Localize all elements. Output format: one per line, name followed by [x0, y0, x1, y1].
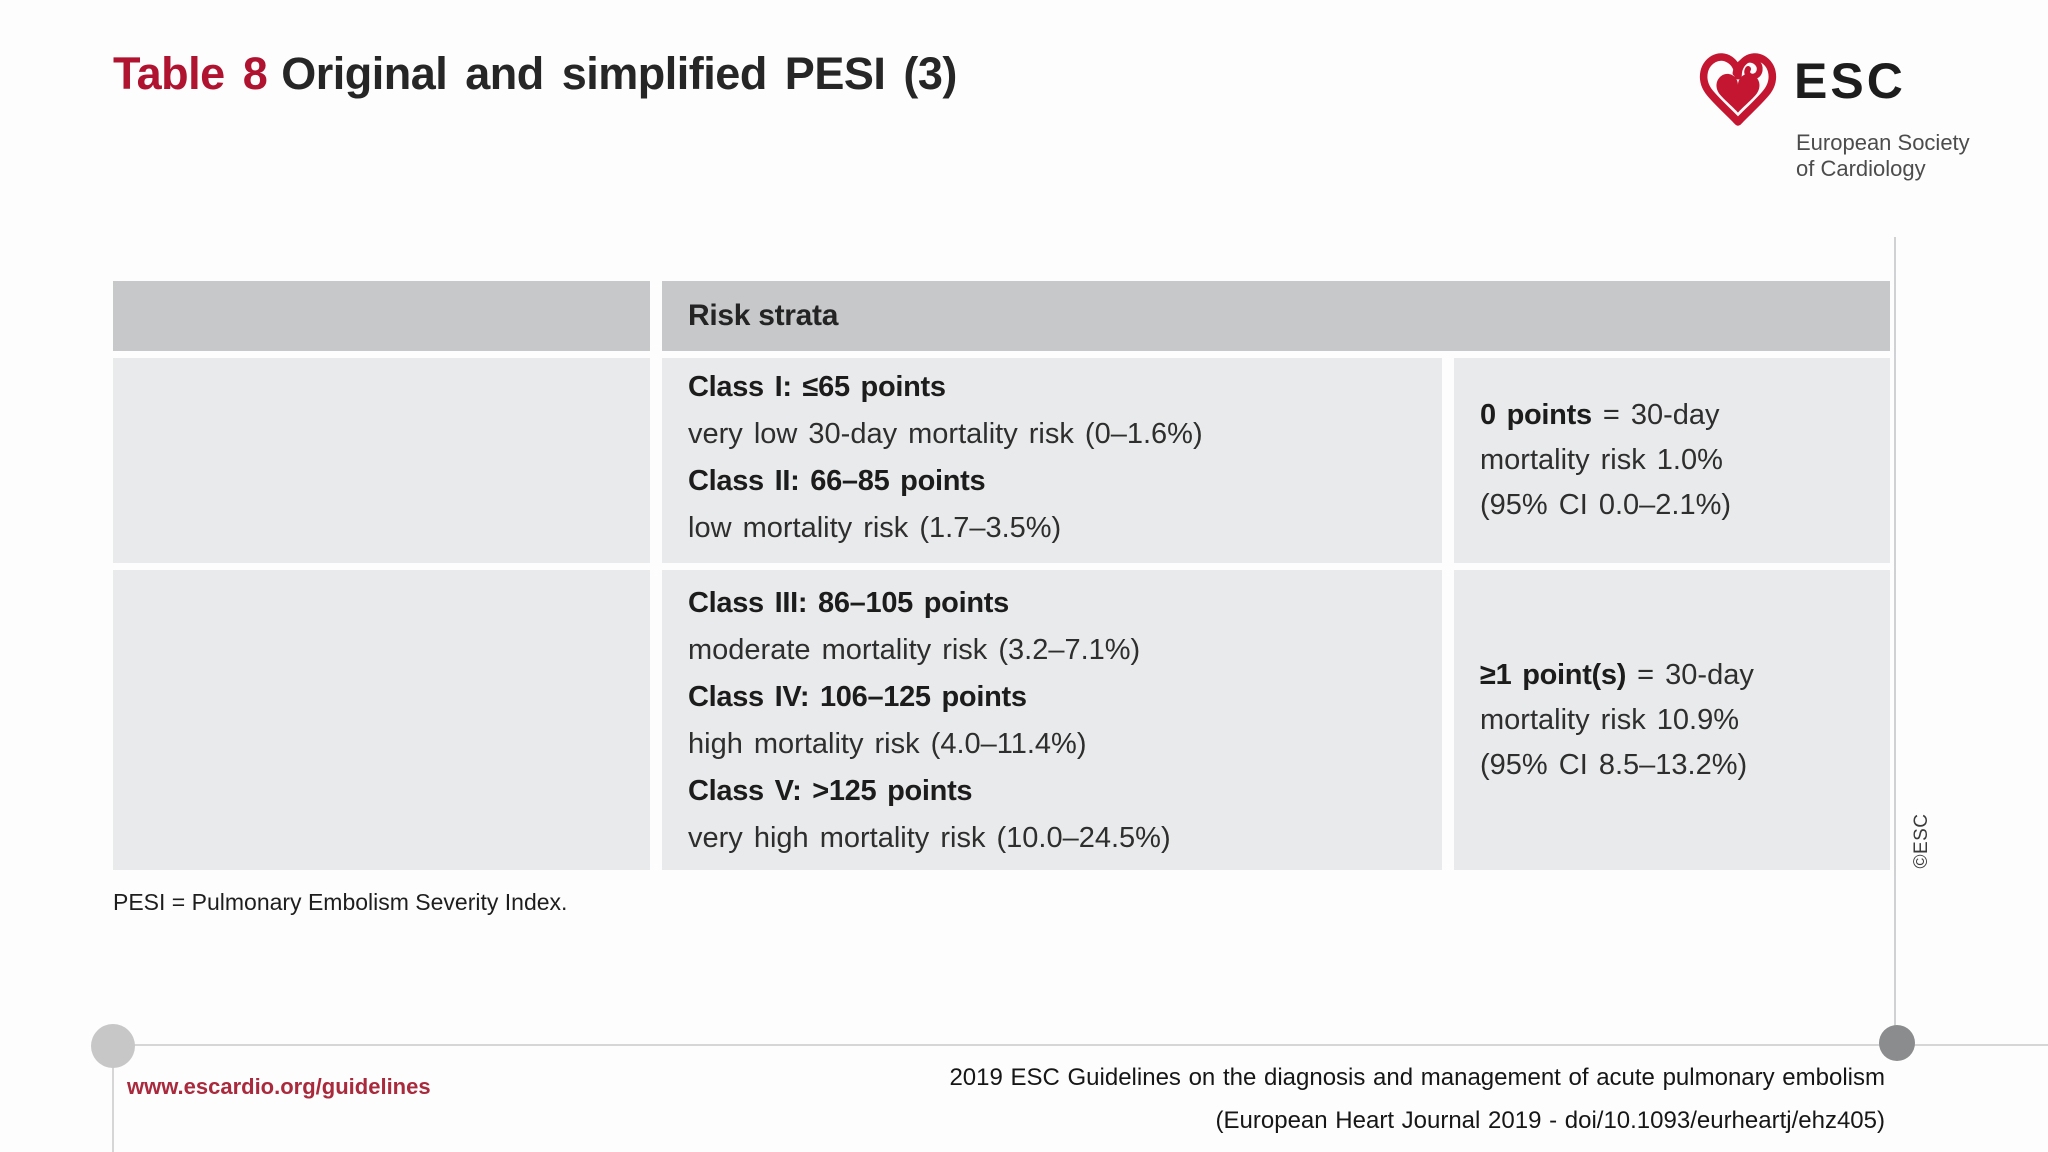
pesi-table: Risk strata Class I: ≤65 points very low…	[113, 281, 1890, 870]
esc-logo-subtitle-line2: of Cardiology	[1796, 156, 1926, 181]
esc-copyright-label: ©ESC	[1911, 813, 1932, 869]
title-table-number: Table 8	[113, 48, 268, 99]
footer-left-circle	[91, 1024, 135, 1068]
table-row1-pesi-classes: Class I: ≤65 points very low 30-day mort…	[662, 358, 1442, 563]
footer-right-circle	[1879, 1025, 1915, 1061]
class-4-risk: high mortality risk (4.0–11.4%)	[688, 728, 1087, 760]
title-text: Original and simplified PESI (3)	[281, 48, 957, 99]
spesi-0-points-ci: (95% CI 0.0–2.1%)	[1480, 489, 1732, 521]
spesi-1-points-risk: mortality risk 10.9%	[1480, 703, 1740, 736]
table-row2-pesi-classes: Class III: 86–105 points moderate mortal…	[662, 570, 1442, 870]
esc-logo-text: ESC	[1794, 53, 1906, 109]
table-row1-empty-cell	[113, 358, 650, 563]
spesi-1-points-label: ≥1 point(s)	[1480, 658, 1627, 691]
esc-heart-icon	[1699, 53, 1777, 126]
footer-left-vertical-line	[112, 1046, 114, 1152]
right-divider-line	[1894, 237, 1896, 1045]
guidelines-url-link[interactable]: www.escardio.org/guidelines	[127, 1074, 431, 1099]
class-4-label: Class IV: 106–125 points	[688, 681, 1027, 713]
class-3-label: Class III: 86–105 points	[688, 587, 1009, 619]
spesi-0-points-eq: = 30-day	[1602, 399, 1720, 431]
class-2-risk: low mortality risk (1.7–3.5%)	[688, 512, 1062, 544]
table-row2-empty-cell	[113, 570, 650, 870]
class-2-label: Class II: 66–85 points	[688, 465, 986, 497]
spesi-1-points-eq: = 30-day	[1637, 658, 1754, 691]
citation-block: 2019 ESC Guidelines on the diagnosis and…	[949, 1056, 1885, 1142]
esc-logo-subtitle-line1: European Society	[1796, 130, 1970, 155]
table-row2-spesi: ≥1 point(s) = 30-day mortality risk 10.9…	[1454, 570, 1890, 870]
citation-line1: 2019 ESC Guidelines on the diagnosis and…	[949, 1064, 1885, 1091]
citation-line2: (European Heart Journal 2019 - doi/10.10…	[1215, 1107, 1885, 1134]
risk-strata-label: Risk strata	[688, 299, 839, 332]
page-title: Table 8 Original and simplified PESI (3)	[113, 48, 957, 100]
spesi-1-points-ci: (95% CI 8.5–13.2%)	[1480, 748, 1748, 781]
spesi-0-points-line: 0 points = 30-day	[1480, 393, 1890, 438]
spesi-0-points-risk: mortality risk 1.0%	[1480, 444, 1723, 476]
class-1-label: Class I: ≤65 points	[688, 371, 946, 403]
table-header-risk-strata: Risk strata	[662, 281, 1890, 351]
class-3-risk: moderate mortality risk (3.2–7.1%)	[688, 634, 1141, 666]
esc-logo-subtitle: European Society of Cardiology	[1796, 130, 1970, 182]
table-header-empty-cell	[113, 281, 650, 351]
class-5-risk: very high mortality risk (10.0–24.5%)	[688, 822, 1171, 854]
class-5-label: Class V: >125 points	[688, 775, 973, 807]
class-1-risk: very low 30-day mortality risk (0–1.6%)	[688, 418, 1203, 450]
table-footnote: PESI = Pulmonary Embolism Severity Index…	[113, 889, 568, 915]
spesi-1-points-line: ≥1 point(s) = 30-day	[1480, 653, 1890, 698]
spesi-0-points-label: 0 points	[1480, 399, 1592, 431]
footer-horizontal-line	[113, 1044, 2048, 1046]
table-row1-spesi: 0 points = 30-day mortality risk 1.0% (9…	[1454, 358, 1890, 563]
